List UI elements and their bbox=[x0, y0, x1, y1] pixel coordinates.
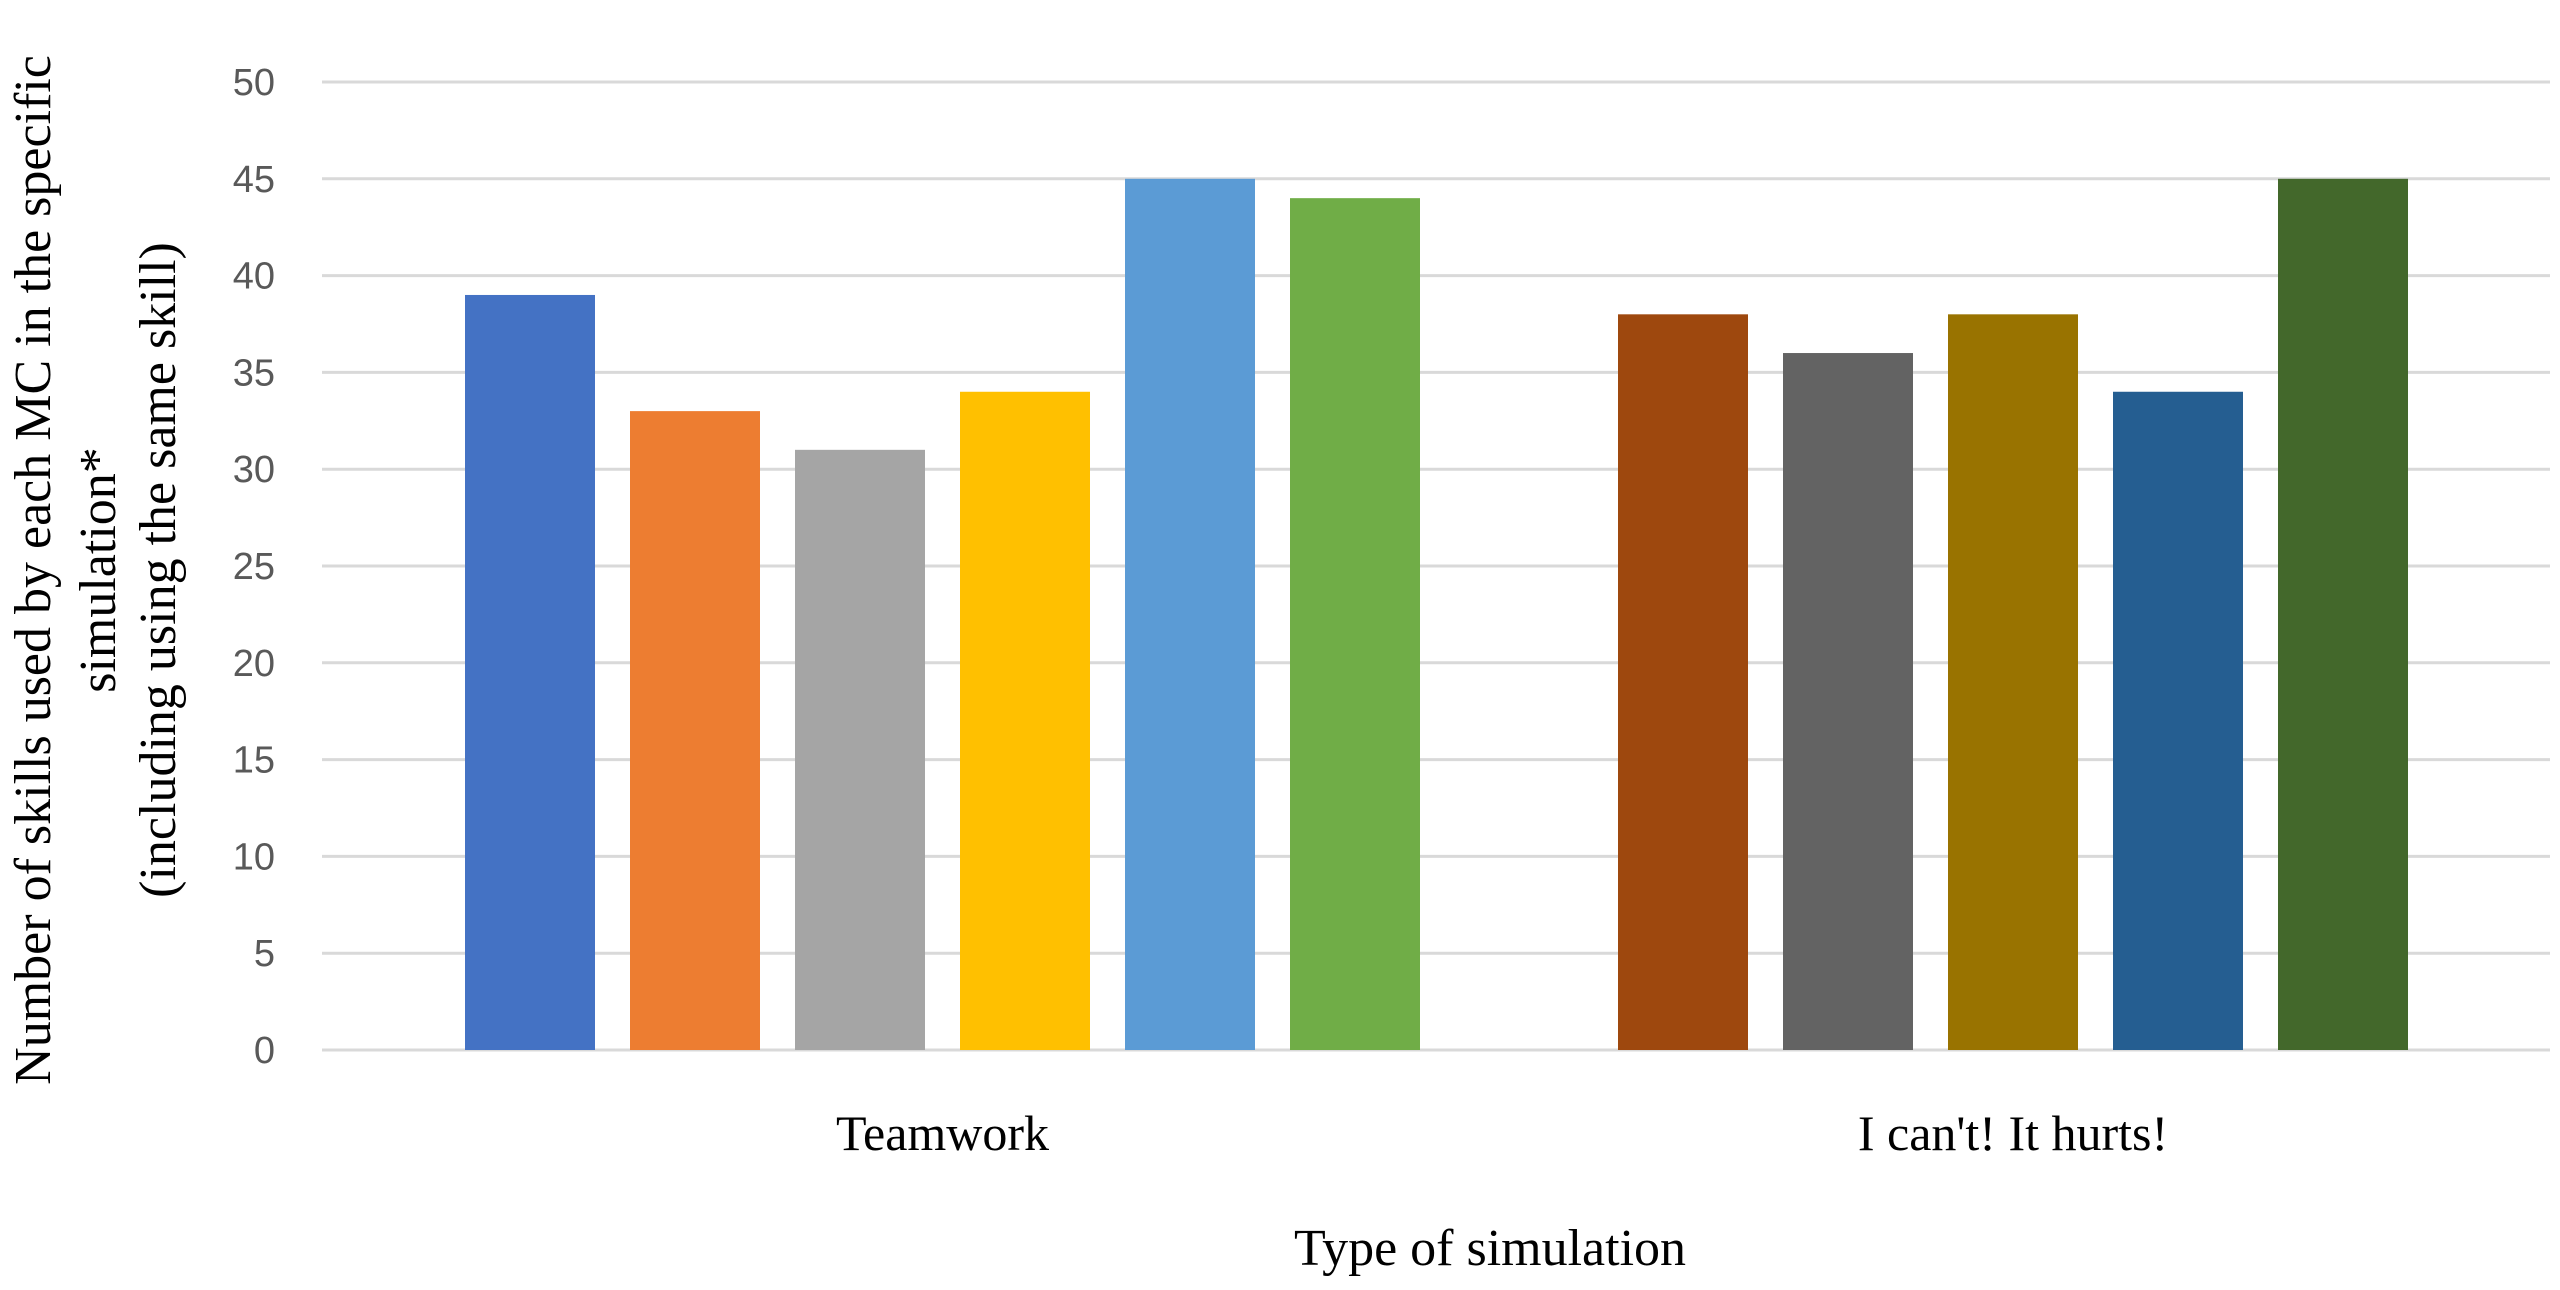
bar bbox=[1948, 314, 2078, 1050]
bar bbox=[1290, 198, 1420, 1050]
bar bbox=[630, 411, 760, 1050]
x-axis-title: Type of simulation bbox=[1294, 1220, 1686, 1277]
bar bbox=[2113, 391, 2243, 1050]
bar bbox=[1783, 353, 1913, 1050]
y-axis-title: Number of skills used by each MC in the … bbox=[5, 55, 187, 1085]
y-tick-label: 0 bbox=[254, 1030, 275, 1072]
y-tick-label: 40 bbox=[233, 256, 275, 298]
y-tick-label: 25 bbox=[233, 546, 275, 588]
bar bbox=[2278, 178, 2408, 1051]
y-tick-label: 50 bbox=[233, 62, 275, 104]
x-category-label: I can't! It hurts! bbox=[1858, 1105, 2168, 1161]
y-tick-label: 15 bbox=[233, 740, 275, 782]
y-axis-title-line: (including using the same skill) bbox=[130, 242, 187, 898]
x-category-label: Teamwork bbox=[836, 1105, 1049, 1161]
y-tick-label: 30 bbox=[233, 449, 275, 491]
bars bbox=[465, 178, 2408, 1051]
y-tick-label: 35 bbox=[233, 352, 275, 394]
y-axis-title-line: simulation* bbox=[70, 447, 127, 693]
y-tick-label: 45 bbox=[233, 159, 275, 201]
bar bbox=[960, 391, 1090, 1050]
y-axis-ticks: 0 5 10 15 20 25 30 35 40 45 50 bbox=[233, 62, 275, 1072]
bar bbox=[1618, 314, 1748, 1050]
y-tick-label: 20 bbox=[233, 643, 275, 685]
bar bbox=[1125, 178, 1255, 1051]
y-tick-label: 5 bbox=[254, 933, 275, 975]
y-axis-title-line: Number of skills used by each MC in the … bbox=[5, 55, 62, 1085]
x-axis-categories: Teamwork I can't! It hurts! bbox=[836, 1105, 2168, 1161]
bar bbox=[795, 449, 925, 1051]
bar bbox=[465, 294, 595, 1051]
y-tick-label: 10 bbox=[233, 836, 275, 878]
